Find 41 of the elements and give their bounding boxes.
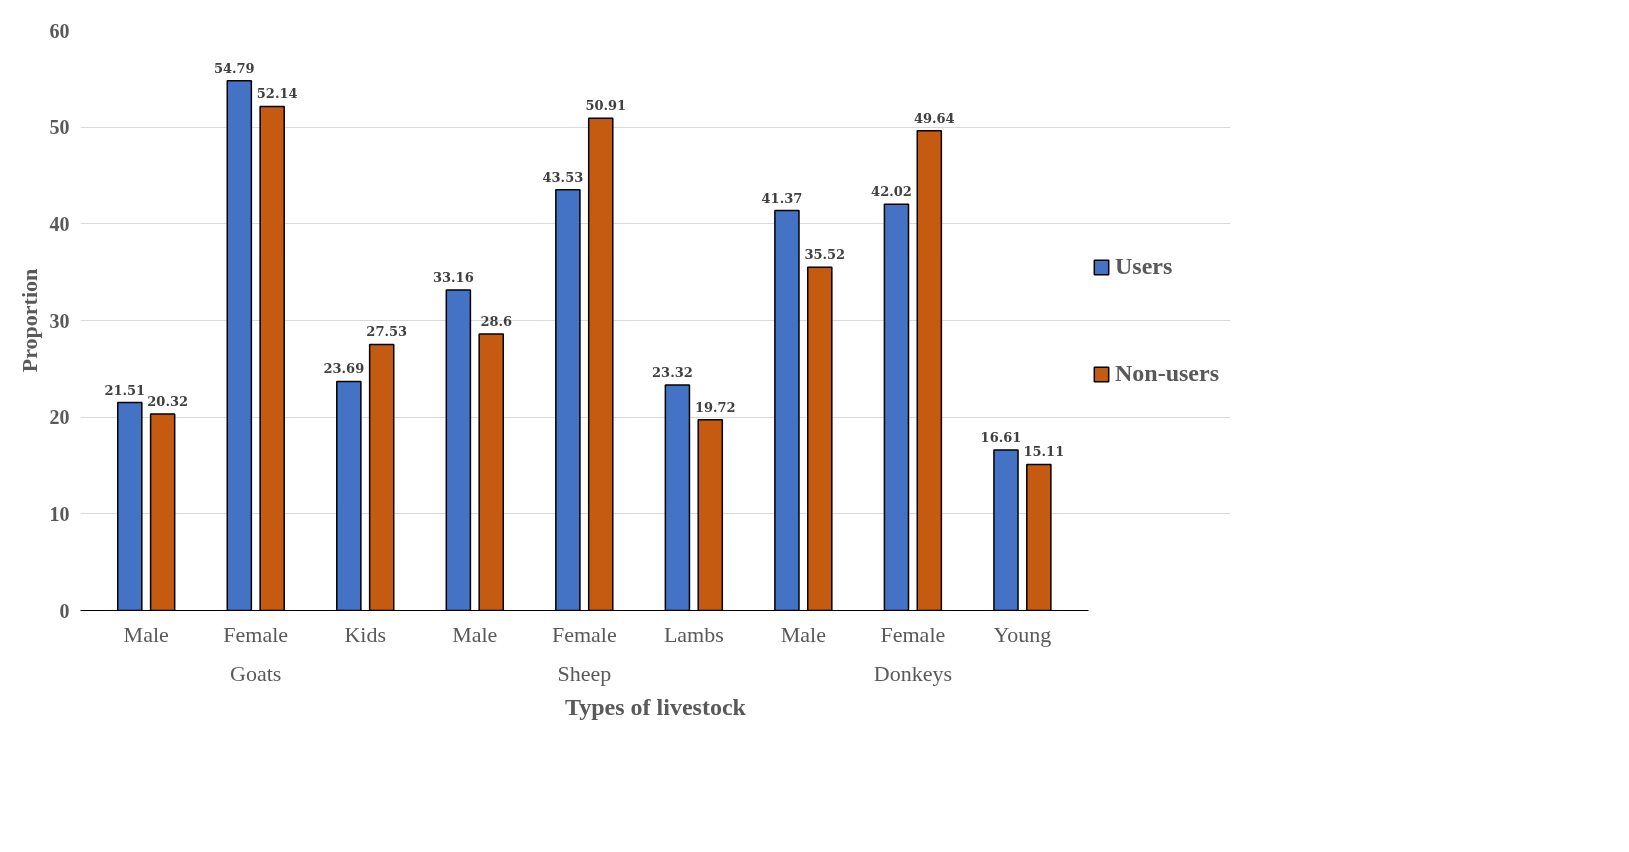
data-label: 41.37 <box>761 190 803 206</box>
x-tick-label: Female <box>223 621 289 647</box>
data-label: 15.11 <box>1023 444 1065 460</box>
text: Sheep <box>557 660 612 686</box>
data-label: 16.61 <box>980 429 1022 445</box>
data-label: 33.16 <box>433 269 474 285</box>
x-axis-title: Types of livestock <box>565 693 747 720</box>
y-tick-label: 30 <box>49 309 70 332</box>
data-label: 28.6 <box>480 314 513 330</box>
text: Goats <box>230 660 282 686</box>
data-label: 23.32 <box>652 365 693 381</box>
data-label: 19.72 <box>694 399 736 415</box>
data-label: 50.91 <box>585 98 627 114</box>
text: Donkeys <box>873 660 952 686</box>
data-label: 49.64 <box>913 110 955 126</box>
legend-label: Users <box>1115 253 1174 280</box>
y-tick-label: 10 <box>49 502 70 525</box>
x-tick-label: Female <box>880 621 946 647</box>
data-label: 21.51 <box>104 382 146 398</box>
y-tick-label: 60 <box>49 19 70 42</box>
y-tick-label: 40 <box>49 212 70 235</box>
data-label: 43.53 <box>542 169 584 185</box>
y-tick-label: 50 <box>49 116 70 139</box>
data-label: 27.53 <box>366 324 408 340</box>
data-label: 23.69 <box>323 361 365 377</box>
y-axis-title: Proportion <box>16 268 42 373</box>
data-label: 42.02 <box>871 184 912 200</box>
x-tick-label: Young <box>993 621 1052 647</box>
x-tick-label: Lambs <box>663 621 724 647</box>
x-tick-label: Female <box>551 621 617 647</box>
y-tick-label: 20 <box>49 406 70 429</box>
y-tick-label: 0 <box>59 599 70 622</box>
x-tick-label: Male <box>452 621 498 647</box>
x-tick-label: Male <box>123 621 169 647</box>
x-tick-label: Male <box>780 621 826 647</box>
data-label: 35.52 <box>804 247 846 263</box>
data-label: 20.32 <box>147 394 189 410</box>
data-label: 52.14 <box>256 86 298 102</box>
x-tick-label: Kids <box>344 621 387 647</box>
data-label: 54.79 <box>213 60 255 76</box>
legend-label: Non-users <box>1115 360 1220 387</box>
